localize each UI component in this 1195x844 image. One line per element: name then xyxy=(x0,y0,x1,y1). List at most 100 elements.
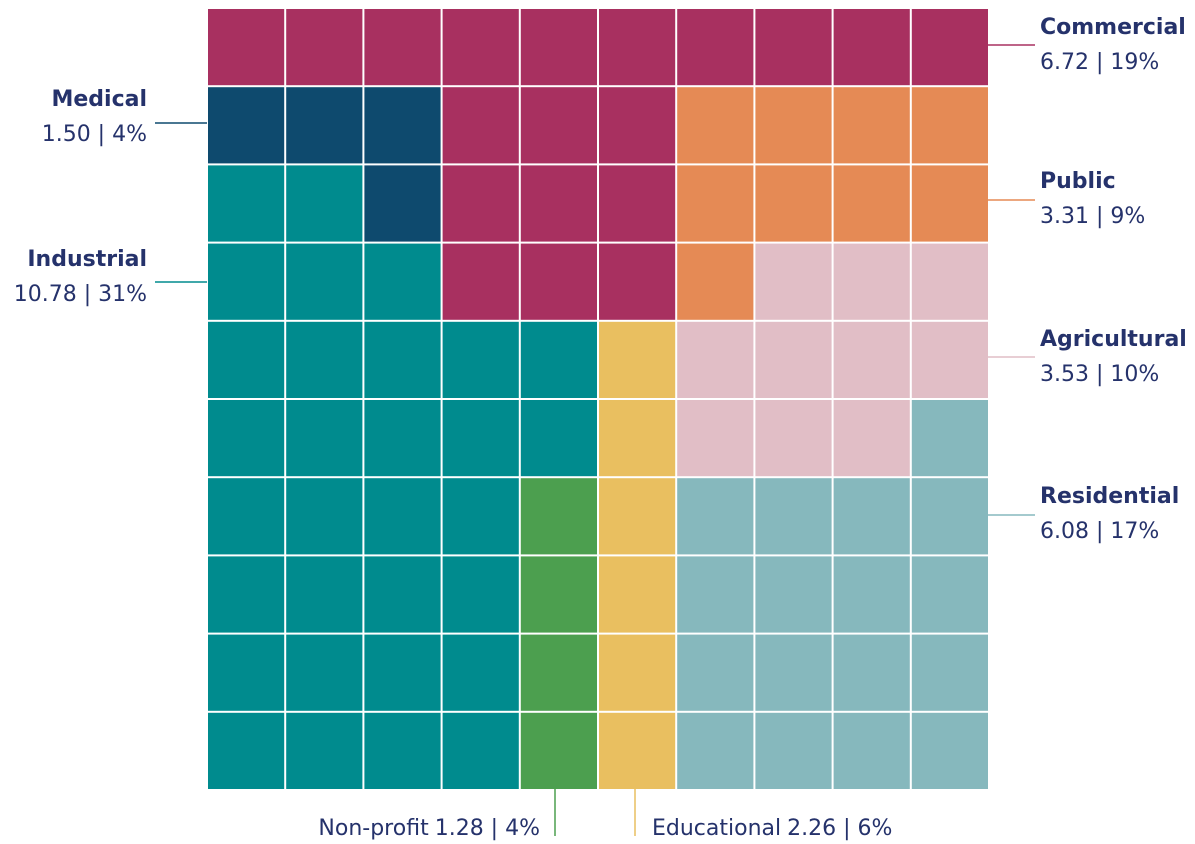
waffle-cell xyxy=(364,321,441,398)
waffle-cell xyxy=(442,556,519,633)
waffle-cell xyxy=(442,321,519,398)
category-value: 2.26 | 6% xyxy=(787,816,892,841)
waffle-cell xyxy=(442,9,519,86)
waffle-cell xyxy=(364,400,441,477)
waffle-cell xyxy=(755,9,832,86)
waffle-cell xyxy=(364,634,441,711)
waffle-cell xyxy=(599,9,676,86)
category-name: Agricultural xyxy=(1040,327,1187,352)
waffle-cell xyxy=(833,87,910,164)
waffle-cell xyxy=(442,165,519,242)
category-name: Non-profit xyxy=(318,816,429,841)
category-value: 6.72 | 19% xyxy=(1040,50,1159,75)
waffle-cell xyxy=(364,478,441,555)
waffle-cell xyxy=(599,634,676,711)
waffle-cell xyxy=(755,478,832,555)
waffle-cell xyxy=(286,478,363,555)
waffle-cell xyxy=(677,556,754,633)
waffle-cell xyxy=(599,712,676,789)
waffle-cell xyxy=(208,556,285,633)
waffle-cell xyxy=(442,478,519,555)
waffle-cell xyxy=(208,165,285,242)
waffle-cell xyxy=(911,478,988,555)
waffle-cell xyxy=(755,321,832,398)
waffle-cell xyxy=(755,556,832,633)
category-name: Residential xyxy=(1040,484,1179,509)
waffle-cell xyxy=(755,165,832,242)
waffle-cell xyxy=(911,243,988,320)
waffle-cell xyxy=(364,556,441,633)
waffle-cell xyxy=(911,634,988,711)
category-value: 3.53 | 10% xyxy=(1040,362,1159,387)
waffle-cell xyxy=(833,634,910,711)
waffle-cell xyxy=(911,556,988,633)
category-name: Public xyxy=(1040,169,1116,194)
waffle-cell xyxy=(599,243,676,320)
waffle-cell xyxy=(520,321,597,398)
waffle-cell xyxy=(286,712,363,789)
waffle-cell xyxy=(286,400,363,477)
waffle-cell xyxy=(364,712,441,789)
waffle-cell xyxy=(833,9,910,86)
waffle-cell xyxy=(520,243,597,320)
waffle-cell xyxy=(364,87,441,164)
waffle-cell xyxy=(442,634,519,711)
category-name: Industrial xyxy=(27,247,147,272)
waffle-cell xyxy=(677,400,754,477)
waffle-cell xyxy=(833,478,910,555)
waffle-cell xyxy=(286,321,363,398)
category-value: 3.31 | 9% xyxy=(1040,204,1145,229)
waffle-cell xyxy=(677,712,754,789)
category-value: 1.28 | 4% xyxy=(435,816,540,841)
waffle-cell xyxy=(755,712,832,789)
waffle-cell xyxy=(833,400,910,477)
waffle-cell xyxy=(755,87,832,164)
waffle-cell xyxy=(520,556,597,633)
waffle-cell xyxy=(208,634,285,711)
waffle-cell xyxy=(677,321,754,398)
waffle-cell xyxy=(520,712,597,789)
waffle-cell xyxy=(833,712,910,789)
waffle-cell xyxy=(286,9,363,86)
category-name: Medical xyxy=(51,87,147,112)
waffle-cell xyxy=(599,400,676,477)
waffle-cell xyxy=(911,165,988,242)
waffle-cell xyxy=(520,9,597,86)
waffle-cell xyxy=(599,321,676,398)
waffle-cell xyxy=(364,9,441,86)
waffle-cell xyxy=(677,9,754,86)
waffle-cell xyxy=(599,556,676,633)
category-value: 1.50 | 4% xyxy=(42,122,147,147)
waffle-cell xyxy=(442,712,519,789)
waffle-cell xyxy=(208,478,285,555)
waffle-cell xyxy=(599,165,676,242)
category-name: Commercial xyxy=(1040,15,1186,40)
waffle-cell xyxy=(208,712,285,789)
waffle-cell xyxy=(833,165,910,242)
waffle-cell xyxy=(364,165,441,242)
waffle-cell xyxy=(677,634,754,711)
waffle-cell xyxy=(833,321,910,398)
waffle-cell xyxy=(599,87,676,164)
waffle-cell xyxy=(442,87,519,164)
waffle-cell xyxy=(677,478,754,555)
waffle-cell xyxy=(286,556,363,633)
waffle-cell xyxy=(911,400,988,477)
waffle-cell xyxy=(520,87,597,164)
waffle-cell xyxy=(364,243,441,320)
waffle-cell xyxy=(208,321,285,398)
waffle-cell xyxy=(286,165,363,242)
waffle-cell xyxy=(755,400,832,477)
waffle-cell xyxy=(208,400,285,477)
waffle-cell xyxy=(442,400,519,477)
category-name: Educational xyxy=(652,816,781,841)
waffle-cell xyxy=(677,243,754,320)
waffle-cell xyxy=(286,243,363,320)
waffle-cell xyxy=(911,9,988,86)
waffle-cell xyxy=(208,9,285,86)
waffle-cell xyxy=(755,243,832,320)
category-label: Educational 2.26 | 6% xyxy=(652,816,892,841)
waffle-cell xyxy=(833,556,910,633)
waffle-cell xyxy=(520,634,597,711)
category-value: 6.08 | 17% xyxy=(1040,519,1159,544)
